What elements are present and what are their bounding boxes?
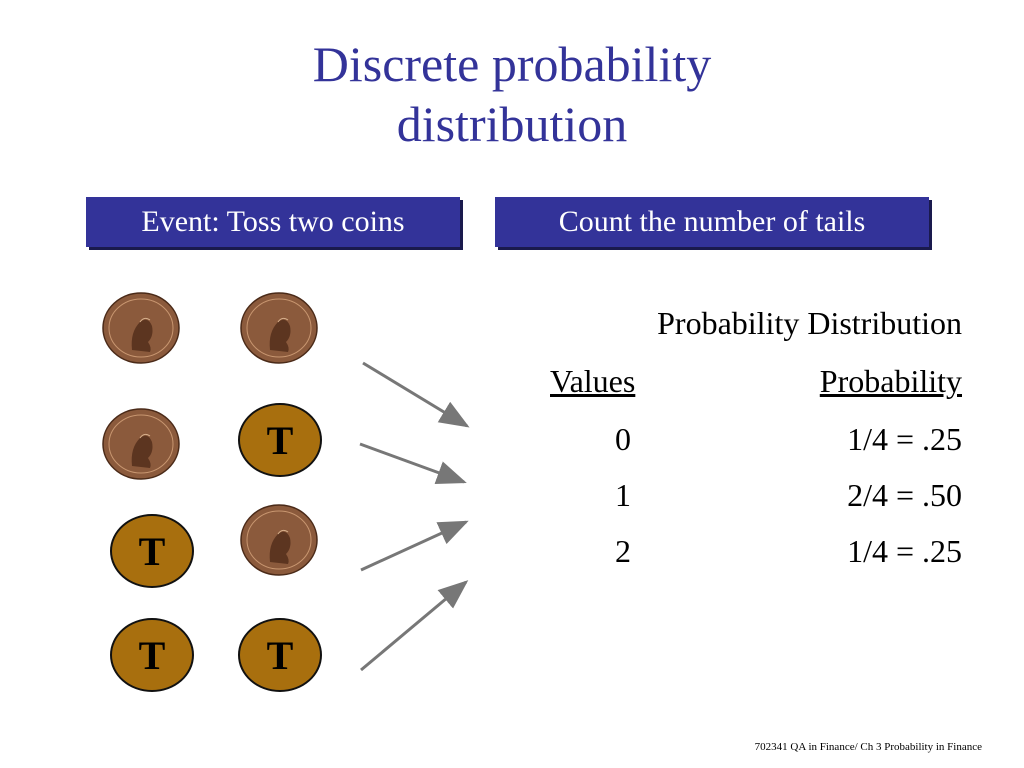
tails-coin-icon: T	[238, 403, 322, 477]
value-cell: 1	[615, 477, 631, 513]
probability-cell: 1/4 = .25	[847, 533, 962, 569]
penny-heads-icon	[102, 292, 180, 364]
title-line-2: distribution	[396, 96, 628, 152]
title-line-1: Discrete probability	[312, 36, 712, 92]
tails-coin-icon: T	[238, 618, 322, 692]
values-header: Values	[550, 363, 636, 399]
penny-heads-icon	[240, 504, 318, 576]
arrow-icon	[360, 580, 469, 672]
slide-footer: 702341 QA in Finance/ Ch 3 Probability i…	[754, 741, 982, 753]
slide-title: Discrete probability distribution	[0, 34, 1024, 154]
penny-heads-icon	[240, 292, 318, 364]
tails-coin-icon: T	[110, 514, 194, 588]
arrow-icon	[360, 520, 469, 572]
distribution-heading: Probability Distribution	[657, 305, 962, 341]
event-box: Event: Toss two coins	[86, 197, 460, 247]
probability-cell: 1/4 = .25	[847, 421, 962, 457]
penny-heads-icon	[102, 408, 180, 480]
count-box: Count the number of tails	[495, 197, 929, 247]
tails-coin-icon: T	[110, 618, 194, 692]
value-cell: 0	[615, 421, 631, 457]
value-cell: 2	[615, 533, 631, 569]
probability-cell: 2/4 = .50	[847, 477, 962, 513]
arrow-icon	[359, 442, 467, 485]
arrow-icon	[362, 361, 470, 428]
probability-header: Probability	[819, 363, 962, 399]
